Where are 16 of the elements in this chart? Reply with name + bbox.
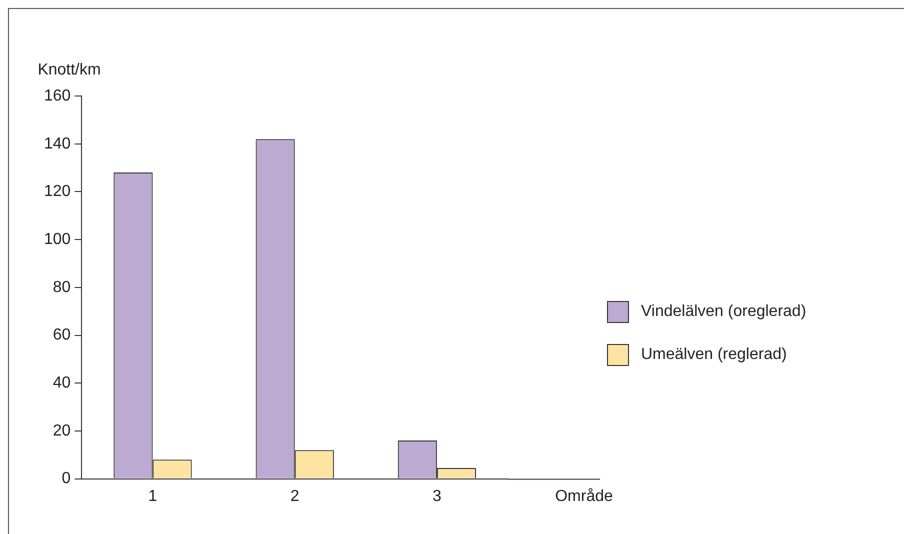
x-tick-label: 2: [290, 488, 300, 505]
y-tick-label: 160: [44, 87, 71, 104]
y-tick-label: 80: [52, 278, 71, 296]
y-tick-label: 20: [52, 422, 71, 440]
y-tick-label: 40: [52, 374, 71, 392]
y-tick-label: 0: [62, 470, 71, 488]
legend-label: Umeälven (reglerad): [641, 346, 787, 364]
x-axis-title: Område: [555, 488, 613, 506]
x-tick-label: 3: [432, 488, 442, 505]
y-axis-title: Knott/km: [38, 61, 101, 78]
y-tick-label: 120: [44, 183, 71, 200]
x-tick-label: 1: [148, 488, 158, 505]
y-tick-label: 140: [44, 135, 71, 152]
y-tick-label: 100: [44, 230, 71, 248]
y-tick-label: 60: [52, 326, 71, 344]
legend-label: Vindelälven (oreglerad): [641, 303, 806, 321]
